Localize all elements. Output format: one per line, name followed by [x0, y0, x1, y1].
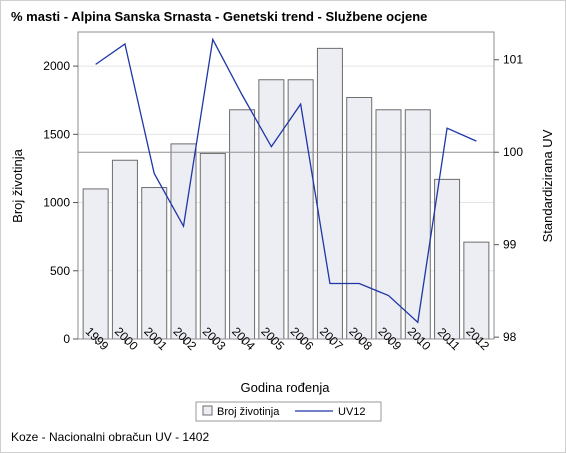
legend: Broj životinja UV12: [195, 401, 382, 422]
y2-tick-label: 99: [503, 238, 517, 252]
y2-axis-label: Standardizirana UV: [540, 129, 555, 242]
uv12-line: [95, 37, 477, 324]
legend-bar-label: Broj životinja: [217, 406, 280, 418]
y-tick-label: 1500: [43, 127, 70, 141]
y-axis-label: Broj životinja: [10, 148, 25, 222]
plot-area: [77, 31, 495, 340]
bar-2003: [199, 152, 226, 340]
bar-2011: [434, 178, 461, 340]
legend-bar-swatch: [202, 405, 213, 416]
y-tick-label: 2000: [43, 59, 70, 73]
bar-1999: [82, 188, 109, 340]
bar-2008: [346, 96, 373, 340]
y-axis-left: 0 500 1000 1500 2000: [43, 59, 78, 346]
bar-2006: [287, 79, 314, 340]
legend-line-label: UV12: [338, 406, 366, 418]
bar-2000: [111, 159, 138, 340]
bar-2001: [141, 187, 168, 340]
x-axis-label: Godina rođenja: [241, 380, 331, 395]
footnote: Koze - Nacionalni obračun UV - 1402: [11, 430, 209, 444]
bar-2010: [404, 109, 431, 340]
bar-series: [82, 47, 490, 340]
bar-2007: [316, 47, 343, 340]
y-tick-label: 0: [63, 332, 70, 346]
bar-2009: [375, 109, 402, 340]
chart-title: % masti - Alpina Sanska Srnasta - Genets…: [11, 9, 427, 24]
bar-2004: [229, 109, 256, 340]
gridlines: [78, 65, 494, 272]
y-tick-label: 500: [50, 264, 70, 278]
bar-2012: [463, 241, 490, 340]
y2-tick-label: 98: [503, 330, 517, 344]
bar-2005: [258, 79, 285, 340]
y2-tick-label: 101: [503, 53, 523, 67]
legend-box: [195, 401, 382, 422]
y-axis-right: 98 99 100 101: [494, 53, 523, 344]
y2-tick-label: 100: [503, 145, 523, 159]
y-tick-label: 1000: [43, 196, 70, 210]
